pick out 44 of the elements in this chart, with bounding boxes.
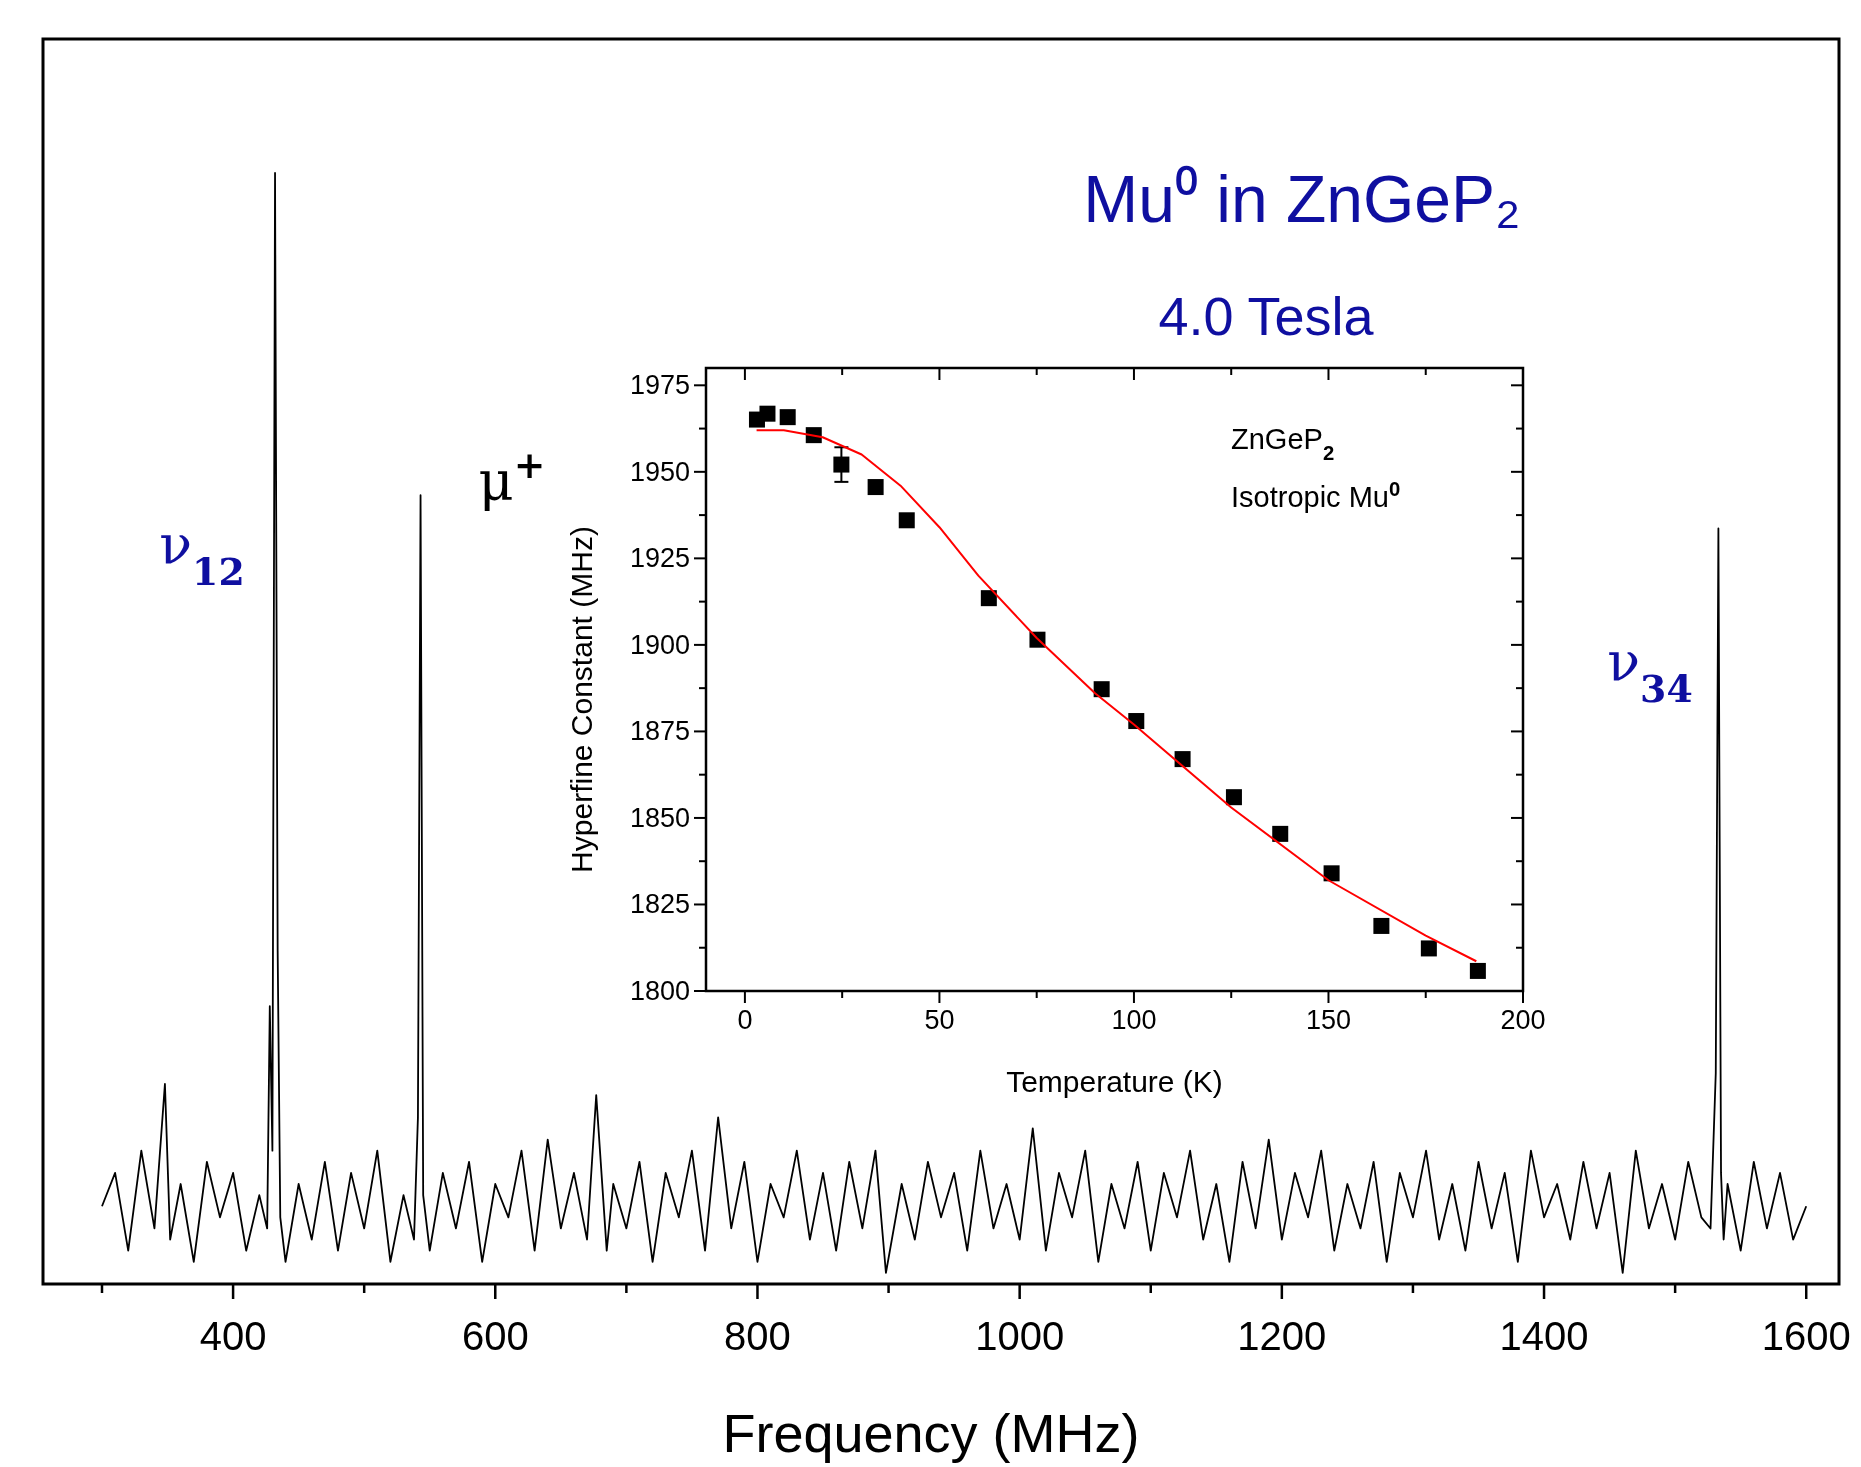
annotation: ZnGeP$_{2}$ — [1231, 423, 1335, 464]
y-tick-label: 1875 — [629, 716, 690, 747]
point — [980, 590, 997, 607]
x-tick-label: 0 — [737, 1005, 753, 1035]
y-tick-label: 1925 — [629, 543, 690, 574]
x-tick-label: 1400 — [1499, 1314, 1589, 1358]
point — [1093, 681, 1110, 698]
x-tick-label: 600 — [461, 1314, 529, 1358]
y-tick-label: 1850 — [629, 802, 690, 833]
x-tick-label: 100 — [1111, 1005, 1157, 1035]
point — [898, 512, 915, 529]
point — [1420, 940, 1437, 957]
x-tick-label: 800 — [724, 1314, 791, 1358]
point — [1272, 825, 1289, 842]
point — [833, 456, 850, 473]
point — [867, 479, 884, 496]
y-tick-label: 1975 — [629, 370, 690, 401]
point — [1225, 789, 1242, 806]
y-tick-label: 1800 — [629, 976, 690, 1006]
chart-title: Mu⁰ in ZnGeP₂ — [1083, 162, 1521, 236]
text: 4.0 Tesla — [1158, 286, 1375, 346]
point — [1469, 962, 1486, 979]
y-tick-label: 1825 — [629, 889, 690, 920]
x-tick-label: 150 — [1305, 1005, 1352, 1035]
annotation: ν$_{12}$ — [159, 513, 245, 594]
x-tick-label: 1600 — [1761, 1314, 1851, 1358]
x-tick-label: 1200 — [1237, 1314, 1327, 1358]
y-tick-label: 1950 — [629, 456, 690, 487]
x-tick-label: 400 — [199, 1314, 267, 1358]
point — [1373, 917, 1390, 934]
y-tick-label: 1900 — [629, 629, 690, 660]
x-tick-label: 200 — [1500, 1005, 1546, 1035]
annotation: Isotropic Mu$^{0}$ — [1231, 478, 1401, 513]
annotation: ν$_{34}$ — [1607, 630, 1693, 711]
point — [759, 405, 776, 422]
point — [1174, 751, 1191, 768]
point — [779, 409, 796, 426]
point — [1323, 865, 1340, 882]
x-tick-label: 1000 — [975, 1314, 1065, 1358]
x-axis-title: Frequency (MHz) — [722, 1403, 1140, 1463]
x-tick-label: 50 — [924, 1005, 955, 1035]
x-axis-title: Temperature (K) — [1006, 1065, 1223, 1098]
annotation: μ$^{+}$ — [478, 443, 546, 513]
y-axis-title: Hyperfine Constant (MHz) — [565, 526, 598, 873]
